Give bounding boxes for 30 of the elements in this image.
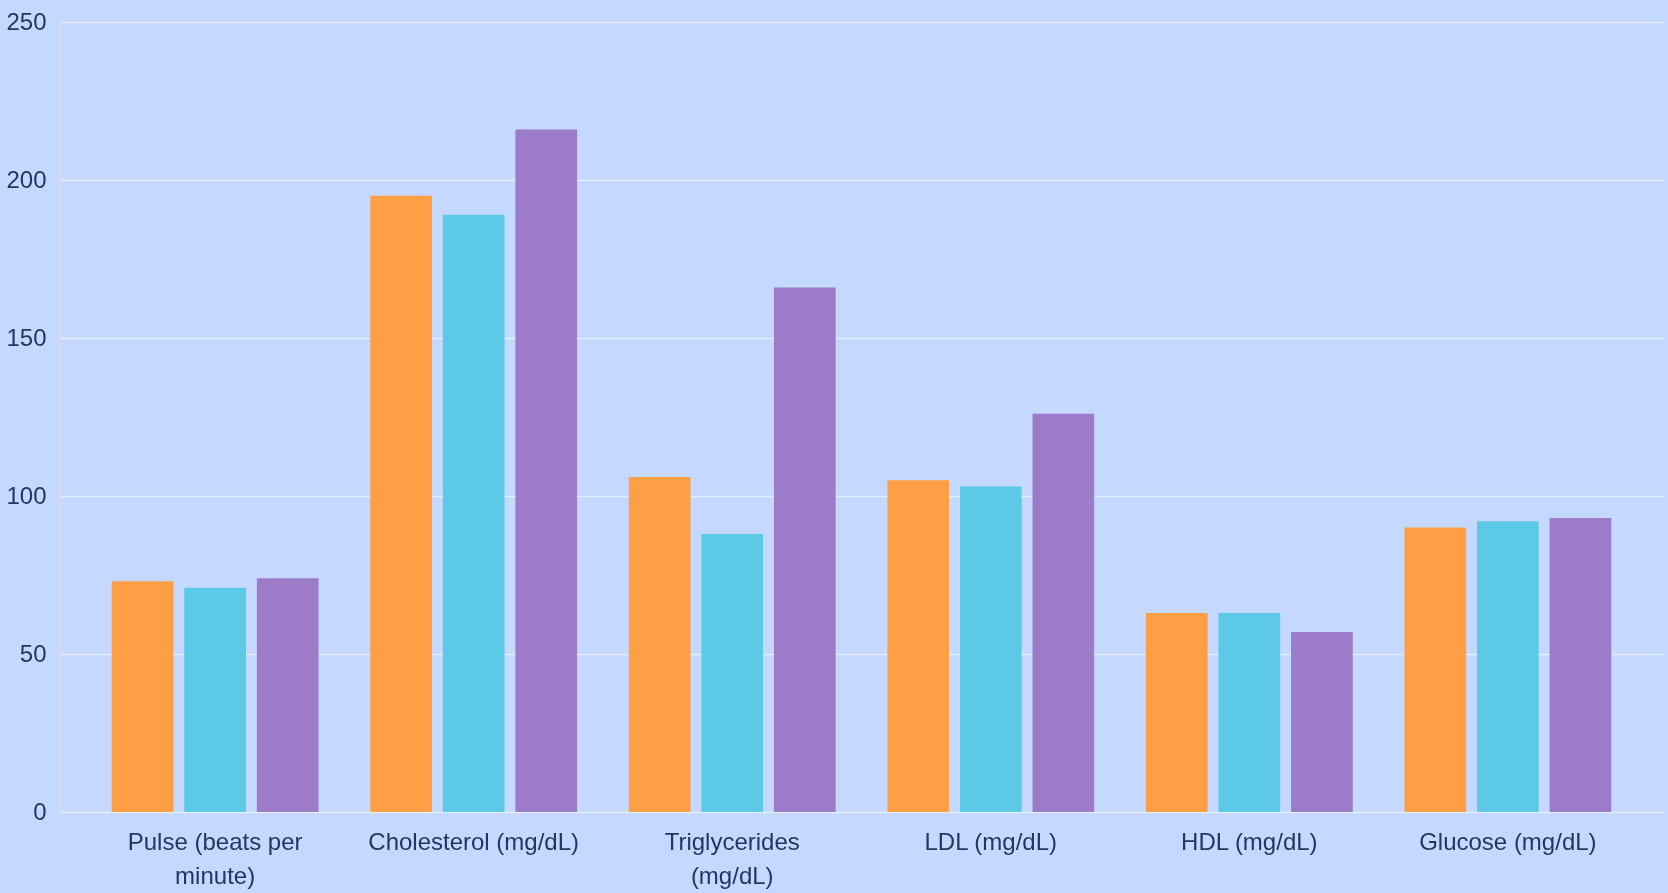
y-tick-label: 200 [6, 165, 47, 193]
bar [1291, 631, 1353, 812]
bar [370, 195, 432, 812]
bar [959, 486, 1022, 812]
x-tick-label: LDL (mg/dL) [924, 827, 1058, 855]
y-tick-label: 250 [6, 7, 47, 35]
x-tick-label: Triglycerides (mg/dL) [664, 827, 800, 889]
bar [773, 287, 836, 812]
bar [1032, 413, 1095, 812]
bar [701, 533, 764, 812]
bar [628, 477, 691, 812]
x-tick-label: Pulse (beats per minute) [127, 827, 303, 889]
bar [442, 214, 505, 812]
x-tick-label: HDL (mg/dL) [1181, 827, 1318, 855]
bar [1477, 521, 1539, 812]
bar [887, 480, 950, 812]
y-tick-label: 50 [19, 639, 47, 667]
y-tick-label: 150 [6, 323, 47, 351]
x-tick-label: Cholesterol (mg/dL) [368, 827, 580, 855]
bar [1145, 612, 1208, 812]
bar [256, 578, 319, 812]
bar [1549, 518, 1612, 812]
bar [1404, 527, 1467, 812]
bar [184, 587, 246, 812]
y-tick-label: 100 [6, 481, 47, 509]
y-tick-label: 0 [33, 797, 47, 825]
bar [515, 129, 578, 812]
bar [111, 581, 174, 812]
x-tick-label: Glucose (mg/dL) [1419, 827, 1597, 855]
bar [1218, 612, 1281, 812]
